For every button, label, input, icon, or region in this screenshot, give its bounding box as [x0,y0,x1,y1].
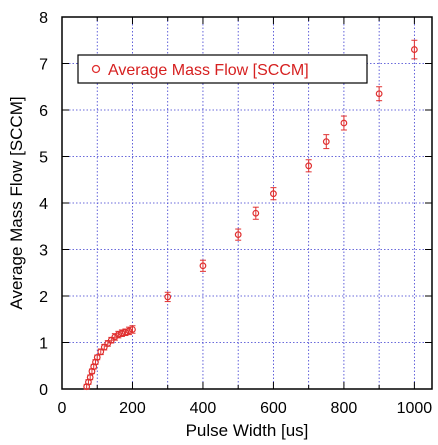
data-points [83,39,418,391]
data-point [100,343,108,351]
legend-box [77,54,368,84]
y-tick-label: 4 [39,196,48,213]
data-point [234,228,242,241]
y-tick-label: 7 [39,57,48,74]
axis-ticks [61,16,432,390]
data-point [375,86,383,102]
data-marker [270,190,277,198]
data-point [252,206,260,220]
grid [62,17,432,389]
y-tick-label: 1 [39,336,48,353]
data-point [93,353,101,361]
data-marker [97,348,105,356]
data-point [410,39,418,60]
data-marker [86,373,94,381]
data-marker [100,343,108,351]
data-marker [118,329,126,337]
data-marker [410,46,418,53]
data-marker [122,328,129,336]
y-tick-label: 8 [39,10,48,27]
tick-labels: 0 200 400 600 800 1000 0 1 2 3 4 5 6 7 8 [39,10,432,417]
data-point [322,134,330,150]
legend-marker-icon [91,64,101,74]
data-marker [114,331,122,338]
x-tick-label: 400 [190,400,217,417]
data-marker [93,353,101,361]
data-point [97,348,105,356]
data-marker [375,90,383,98]
y-tick-label: 6 [39,103,48,120]
x-tick-label: 600 [260,400,287,417]
data-point [129,325,136,334]
data-marker [340,119,348,127]
x-tick-label: 200 [119,400,146,417]
x-tick-label: 0 [58,400,67,417]
data-point [305,159,313,173]
legend-label: Average Mass Flow [SCCM] [108,62,309,79]
x-axis-label: Pulse Width [us] [186,421,309,440]
data-point [199,259,207,272]
data-marker [322,138,330,146]
data-point [114,330,122,339]
data-marker [129,326,136,333]
x-tick-label: 1000 [397,400,433,417]
data-point [340,115,348,131]
data-point [86,373,94,381]
data-point [270,187,277,201]
legend: Average Mass Flow [SCCM] [77,54,368,84]
y-tick-label: 0 [39,382,48,399]
data-marker [125,327,133,335]
y-tick-label: 5 [39,150,48,167]
data-marker [234,231,242,239]
data-point [164,291,172,303]
data-marker [305,162,313,170]
data-marker [164,293,172,301]
y-axis-label: Average Mass Flow [SCCM] [7,96,26,309]
y-tick-label: 3 [39,243,48,260]
y-tick-label: 2 [39,289,48,306]
data-marker [252,209,260,217]
data-marker [199,262,207,270]
x-tick-label: 800 [331,400,358,417]
